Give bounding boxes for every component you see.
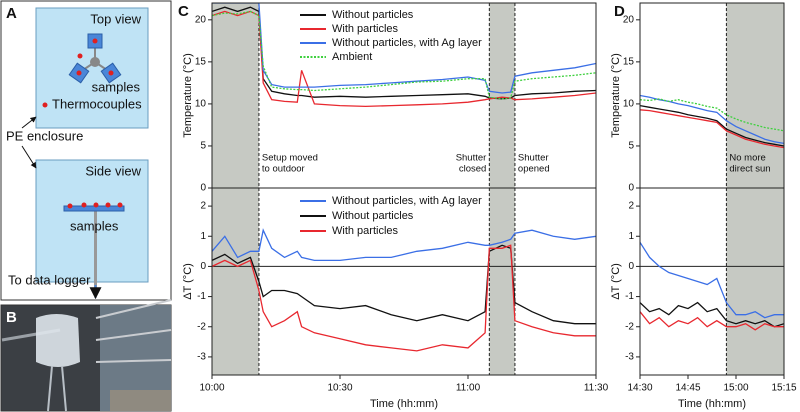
- y-axis-label: Temperature (°C): [182, 53, 194, 137]
- series-line: [212, 10, 596, 100]
- series-line: [640, 104, 784, 147]
- plot-frame: [211, 187, 597, 376]
- series-line: [640, 109, 784, 149]
- y-tick-label: -3: [625, 352, 634, 363]
- legend-label: With particles: [332, 225, 399, 237]
- y-tick-label: 10: [623, 99, 635, 110]
- label: samples: [70, 218, 119, 233]
- label: Thermocouples: [52, 96, 142, 111]
- y-tick-label: 0: [200, 183, 206, 194]
- annotation: closed: [459, 164, 486, 175]
- side-view-samples: [63, 202, 125, 300]
- series-line: [640, 301, 784, 328]
- panel-b-photo: [0, 299, 172, 412]
- shaded-span: [212, 188, 259, 375]
- y-tick-label: 2: [200, 201, 206, 212]
- legend-label: Ambient: [332, 51, 372, 63]
- series-line: [640, 94, 784, 145]
- y-tick-label: 2: [628, 201, 634, 212]
- annotation: opened: [518, 164, 550, 175]
- series-line: [212, 3, 596, 94]
- label: Top view: [90, 11, 141, 26]
- x-tick-label: 15:00: [723, 383, 748, 394]
- arrow: [21, 145, 37, 169]
- panel-a: Top view Side view samples Thermocouples…: [0, 0, 172, 301]
- x-tick-label: 15:15: [771, 383, 796, 394]
- legend-label: Without particles, with Ag layer: [332, 195, 482, 207]
- panel-letter: D: [614, 3, 625, 20]
- shaded-span: [726, 3, 784, 188]
- y-tick-label: -2: [625, 321, 634, 332]
- y-tick-label: 0: [628, 261, 634, 272]
- shaded-span: [726, 188, 784, 375]
- plot-frame: [639, 187, 785, 376]
- x-tick-label: 14:30: [627, 383, 652, 394]
- annotation: direct sun: [729, 164, 770, 175]
- arrow: [21, 116, 37, 129]
- annotation: Shutter: [456, 153, 487, 164]
- side-view-box: [35, 159, 149, 283]
- legend-label: Without particles: [332, 9, 414, 21]
- y-axis-label: Temperature (°C): [610, 53, 622, 137]
- label: samples: [92, 79, 141, 94]
- y-tick-label: -2: [197, 321, 206, 332]
- top-view-box: [35, 7, 149, 129]
- legend-label: With particles: [332, 23, 399, 35]
- x-tick-label: 14:45: [675, 383, 700, 394]
- label: To data logger: [8, 272, 91, 287]
- series-line: [212, 244, 596, 352]
- shaded-span: [212, 3, 259, 188]
- series-line: [640, 241, 784, 319]
- annotation: No more: [729, 153, 765, 164]
- x-tick-label: 10:30: [327, 383, 352, 394]
- shaded-span: [489, 188, 515, 375]
- y-tick-label: 20: [623, 14, 635, 25]
- top-view-samples: [42, 33, 122, 108]
- y-tick-label: 20: [195, 14, 207, 25]
- y-tick-label: 1: [200, 231, 206, 242]
- y-tick-label: -3: [197, 352, 206, 363]
- y-tick-label: 0: [628, 183, 634, 194]
- annotation: Setup moved: [262, 153, 318, 164]
- legend-label: Without particles, with Ag layer: [332, 37, 482, 49]
- y-tick-label: 15: [195, 57, 207, 68]
- y-tick-label: -1: [197, 291, 206, 302]
- series-line: [212, 10, 596, 108]
- y-tick-label: 1: [628, 231, 634, 242]
- y-tick-label: 15: [623, 57, 635, 68]
- label: PE enclosure: [6, 128, 83, 143]
- annotation: Shutter: [518, 153, 549, 164]
- x-axis-label: Time (hh:mm): [370, 398, 438, 410]
- series-line: [212, 228, 596, 262]
- x-tick-label: 10:00: [199, 383, 224, 394]
- x-tick-label: 11:00: [456, 383, 481, 394]
- panel-letter: B: [6, 309, 17, 326]
- y-tick-label: 5: [200, 141, 206, 152]
- x-axis-label: Time (hh:mm): [678, 398, 746, 410]
- y-axis-label: ΔT (°C): [182, 263, 194, 300]
- series-line: [640, 311, 784, 331]
- x-tick-label: 11:30: [584, 383, 609, 394]
- legend-label: Without particles: [332, 210, 414, 222]
- series-line: [212, 6, 596, 100]
- annotation: to outdoor: [262, 164, 305, 175]
- y-tick-label: 0: [200, 261, 206, 272]
- panel-letter: A: [6, 5, 17, 22]
- y-tick-label: -1: [625, 291, 634, 302]
- panel-letter: C: [178, 3, 189, 20]
- series-line: [212, 244, 596, 325]
- y-tick-label: 5: [628, 141, 634, 152]
- y-tick-label: 10: [195, 99, 207, 110]
- y-axis-label: ΔT (°C): [610, 263, 622, 300]
- label: Side view: [85, 163, 141, 178]
